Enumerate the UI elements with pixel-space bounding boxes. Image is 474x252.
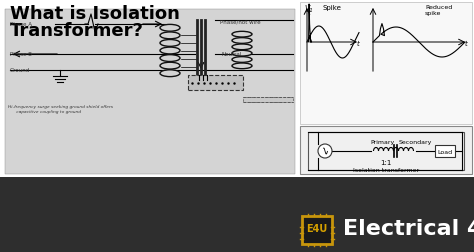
Ellipse shape [232,39,252,44]
Text: Transformer?: Transformer? [10,22,144,40]
Bar [308,133,464,170]
Ellipse shape [160,55,180,62]
Text: Ground: Ground [10,68,30,73]
Bar [5,10,295,174]
Text: Isolation transformer: Isolation transformer [353,167,419,172]
Text: Electrical 4 U: Electrical 4 U [343,218,474,238]
Text: 1:1: 1:1 [380,159,392,165]
Ellipse shape [232,57,252,63]
Bar [300,127,472,174]
Ellipse shape [160,40,180,47]
Bar [0,177,474,252]
Ellipse shape [160,71,180,77]
Bar [188,76,243,91]
Ellipse shape [160,48,180,55]
Ellipse shape [232,64,252,69]
Ellipse shape [160,25,180,32]
Text: What is Isolation: What is Isolation [10,5,180,23]
Text: E4U: E4U [306,223,328,233]
Text: Spike: Spike [323,5,342,11]
Bar [302,216,332,244]
Bar [300,3,472,124]
Text: Load: Load [438,149,453,154]
Bar [0,0,474,177]
Ellipse shape [232,32,252,38]
Text: t: t [465,41,468,47]
Text: Phase/hot wire: Phase/hot wire [220,19,261,24]
Ellipse shape [232,45,252,50]
Text: Neutral: Neutral [222,52,242,57]
Bar [243,98,293,103]
Text: V₁: V₁ [304,5,312,14]
Ellipse shape [160,33,180,40]
Ellipse shape [232,51,252,57]
Text: t: t [357,41,360,47]
Bar [435,145,455,158]
Text: Primary: Primary [371,139,395,144]
Circle shape [318,144,332,158]
Text: Reduced
spike: Reduced spike [425,5,452,16]
Text: Phase A: Phase A [10,22,32,27]
Text: Secondary: Secondary [398,139,432,144]
Ellipse shape [160,63,180,70]
Text: Hi-frequency surge seeking ground shield offers
      capacitive coupling to gro: Hi-frequency surge seeking ground shield… [8,105,113,113]
Text: Phase B: Phase B [10,52,32,57]
